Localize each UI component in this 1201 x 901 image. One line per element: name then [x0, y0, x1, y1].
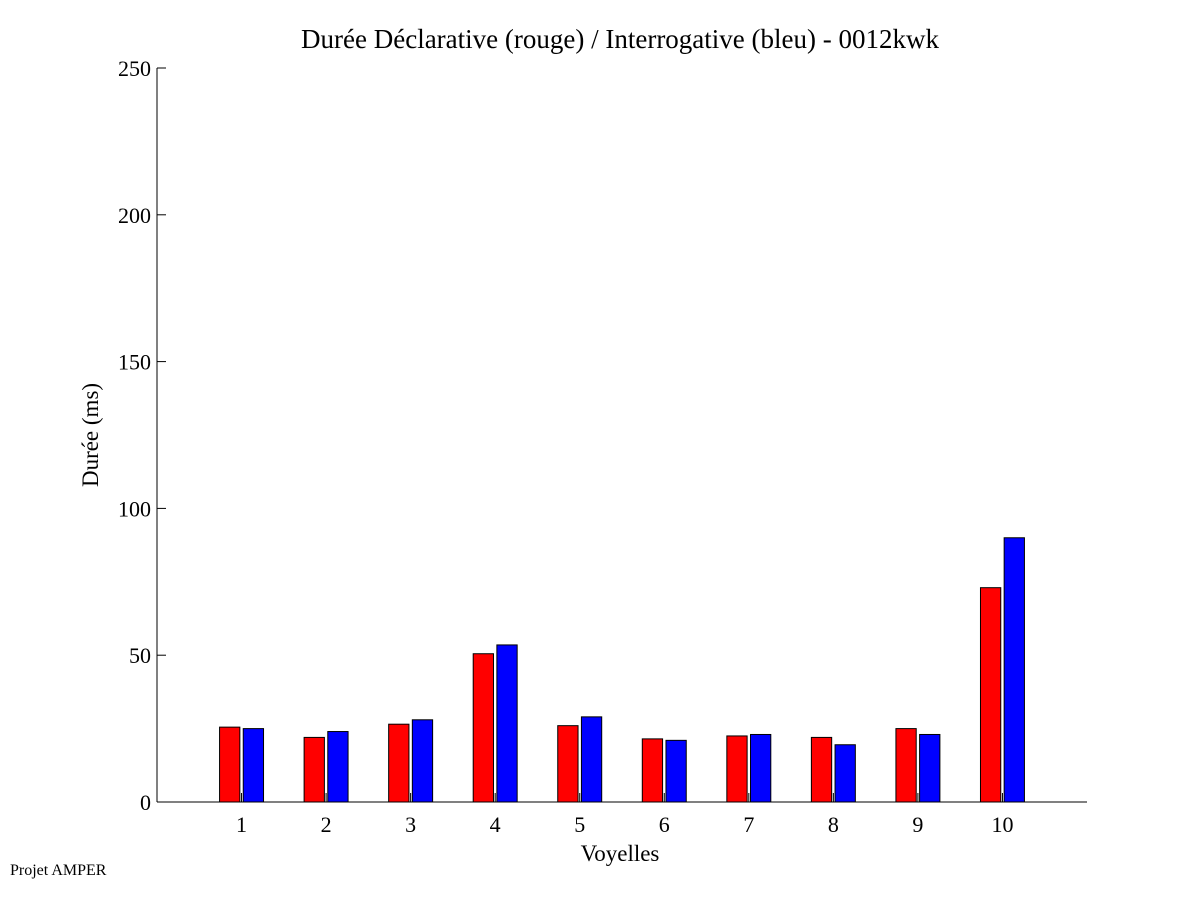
bar-blue-7 — [750, 733, 772, 803]
bar-blue-10 — [1003, 537, 1025, 803]
bar-blue-8 — [834, 744, 856, 803]
bar-red-8 — [810, 736, 833, 803]
bar-red-9 — [895, 728, 917, 803]
chart-title: Durée Déclarative (rouge) / Interrogativ… — [301, 24, 939, 54]
x-tick-label: 5 — [574, 812, 585, 837]
bar-blue-6 — [665, 739, 687, 803]
bar-blue-1 — [242, 728, 265, 803]
bar-blue-9 — [919, 733, 941, 803]
x-tick-label: 8 — [828, 812, 839, 837]
y-tick-label: 100 — [118, 496, 151, 521]
x-tick-label: 6 — [659, 812, 670, 837]
y-tick-label: 0 — [140, 790, 151, 815]
axes — [156, 68, 1087, 803]
x-tick-label: 10 — [991, 812, 1013, 837]
x-axis-label: Voyelles — [581, 841, 660, 866]
ticks: 0 50 100 150 200 250 1 2 3 4 5 6 7 8 9 10 — [118, 56, 1013, 837]
y-tick-label: 250 — [118, 56, 151, 81]
bar-blue-5 — [580, 716, 603, 803]
x-tick-label: 1 — [236, 812, 247, 837]
y-tick-label: 50 — [129, 643, 151, 668]
x-tick-label: 2 — [321, 812, 332, 837]
bar-red-4 — [472, 653, 494, 803]
bar-red-7 — [726, 735, 748, 803]
bar-red-10 — [979, 587, 1002, 803]
x-tick-label: 7 — [743, 812, 754, 837]
bar-blue-4 — [496, 644, 518, 803]
x-tick-label: 9 — [912, 812, 923, 837]
bars — [219, 537, 1025, 803]
bar-red-3 — [388, 723, 410, 803]
x-tick-label: 3 — [405, 812, 416, 837]
y-tick-label: 200 — [118, 203, 151, 228]
footer-note: Projet AMPER — [10, 862, 107, 879]
x-tick-label: 4 — [490, 812, 501, 837]
bar-red-2 — [303, 736, 325, 803]
bar-blue-2 — [327, 731, 349, 803]
bar-red-1 — [219, 726, 241, 803]
bar-red-5 — [557, 725, 579, 803]
bar-blue-3 — [411, 719, 434, 803]
bar-red-6 — [641, 738, 664, 803]
y-axis-label: Durée (ms) — [78, 383, 103, 487]
y-tick-label: 150 — [118, 350, 151, 375]
